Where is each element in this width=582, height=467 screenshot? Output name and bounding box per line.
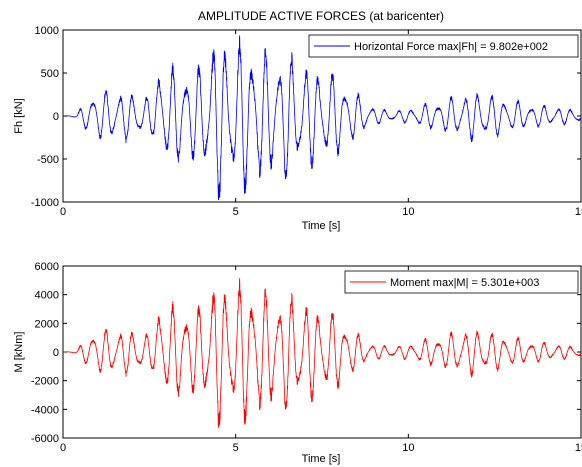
x-tick-label: 5	[233, 442, 239, 454]
moment-legend: Moment max|M| = 5.301e+003	[344, 270, 579, 294]
figure-title: AMPLITUDE ACTIVE FORCES (at baricenter)	[198, 9, 444, 23]
y-tick-label: 1000	[35, 25, 59, 37]
force-legend-box	[308, 34, 579, 58]
force-series-line	[62, 35, 582, 201]
force-legend-entry: Horizontal Force max|Fh| = 9.802e+002	[354, 41, 548, 53]
x-tick-label: 0	[60, 442, 66, 454]
moment-x-axis-label: Time [s]	[302, 453, 341, 465]
moment-legend-box	[344, 270, 579, 294]
x-tick-label: 0	[60, 206, 66, 218]
x-tick-label: 5	[233, 206, 239, 218]
y-tick-label: 2000	[35, 318, 59, 330]
y-tick-label: -1000	[31, 197, 59, 209]
force-legend: Horizontal Force max|Fh| = 9.802e+002	[308, 34, 579, 58]
y-tick-label: -2000	[31, 376, 59, 388]
force-x-axis-label: Time [s]	[302, 220, 341, 232]
y-tick-label: -500	[37, 154, 59, 166]
x-tick-label: 10	[402, 206, 414, 218]
moment-x-ticks: 0 5 10 15	[60, 266, 582, 454]
y-tick-label: -4000	[31, 404, 59, 416]
moment-y-ticks: -6000 -4000 -2000 0 2000 4000 6000	[31, 261, 581, 445]
y-tick-label: -6000	[31, 433, 59, 445]
moment-y-axis-label: M [kNm]	[13, 332, 25, 373]
y-tick-label: 0	[53, 347, 59, 359]
force-x-ticks: 0 5 10 15	[60, 30, 582, 218]
moment-chart: -6000 -4000 -2000 0 2000 4000 6000 0 5 10 15 M [k…	[13, 261, 582, 465]
x-tick-label: 15	[575, 442, 582, 454]
moment-legend-entry: Moment max|M| = 5.301e+003	[390, 277, 539, 289]
y-tick-label: 500	[41, 68, 59, 80]
y-tick-label: 6000	[35, 261, 59, 273]
moment-series-line	[62, 278, 582, 429]
y-tick-label: 4000	[35, 290, 59, 302]
force-y-axis-label: Fh [kN]	[13, 98, 25, 133]
force-chart: -1000 -500 0 500 1000 0 5 10 15 Fh [kN] Time [s…	[13, 25, 582, 232]
x-tick-label: 15	[575, 206, 582, 218]
y-tick-label: 0	[53, 111, 59, 123]
x-tick-label: 10	[402, 442, 414, 454]
